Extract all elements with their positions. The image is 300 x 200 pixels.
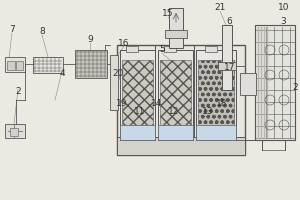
Bar [120, 125, 155, 140]
Text: 18: 18 [216, 99, 228, 108]
Bar [158, 50, 193, 140]
Bar [10, 128, 18, 136]
Text: 9: 9 [87, 36, 93, 45]
Text: 3: 3 [280, 18, 286, 26]
Bar [160, 60, 191, 125]
Text: 12: 12 [168, 108, 180, 116]
Text: 7: 7 [9, 25, 15, 34]
Bar [164, 46, 176, 52]
Text: 15: 15 [162, 9, 174, 19]
Bar [117, 137, 245, 155]
Bar [158, 125, 193, 140]
Bar [126, 46, 138, 52]
Bar [196, 50, 236, 140]
Bar [169, 8, 183, 48]
Bar [218, 62, 236, 70]
Text: 8: 8 [39, 27, 45, 36]
Bar [222, 25, 232, 90]
Text: 2: 2 [292, 84, 298, 92]
Bar [122, 60, 153, 125]
Bar [196, 125, 236, 140]
Text: 14: 14 [151, 99, 163, 108]
Text: 4: 4 [59, 70, 65, 78]
Text: 11: 11 [134, 108, 146, 116]
Text: 21: 21 [214, 3, 226, 12]
Text: 19: 19 [116, 99, 128, 108]
Bar [120, 50, 155, 140]
Bar [16, 61, 23, 70]
Bar [5, 124, 25, 138]
Text: 17: 17 [224, 64, 236, 72]
Bar [7, 61, 15, 70]
Bar [165, 30, 187, 38]
Text: 5: 5 [159, 46, 165, 54]
Text: 6: 6 [226, 18, 232, 26]
Bar [75, 50, 107, 78]
Bar [255, 25, 295, 140]
Bar [110, 55, 118, 110]
Bar [5, 57, 25, 72]
Bar [198, 60, 234, 125]
Text: 20: 20 [112, 70, 124, 78]
Text: 2: 2 [15, 88, 21, 97]
Bar [205, 46, 217, 52]
Text: 13: 13 [202, 108, 214, 116]
Bar [240, 73, 256, 95]
Bar [117, 45, 245, 155]
Bar [33, 57, 63, 73]
Text: 16: 16 [118, 38, 130, 47]
Text: 10: 10 [278, 3, 290, 12]
